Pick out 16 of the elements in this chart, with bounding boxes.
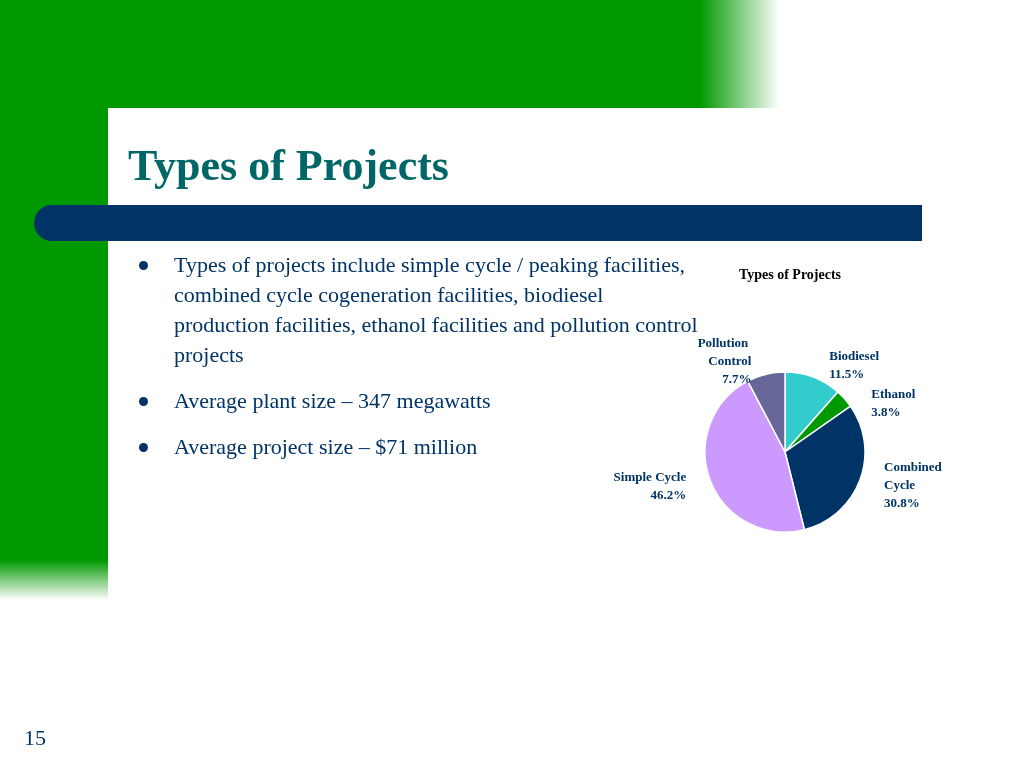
slice-label: Ethanol <box>871 385 916 401</box>
data-label: 11.5% <box>829 365 865 381</box>
data-label: 30.8% <box>884 495 920 511</box>
text: Average project size – $71 million <box>174 433 479 461</box>
text: Types of Projects <box>128 140 449 191</box>
slice-label: Simple Cycle <box>613 469 687 484</box>
slice-label: Pollution Control <box>697 335 752 369</box>
chart-title: Types of Projects <box>738 266 842 282</box>
slice-label: Biodiesel <box>829 347 880 363</box>
data-label: 3.8% <box>871 403 901 419</box>
text: Average plant size – 347 megawatts <box>174 387 492 415</box>
slice-label: Combined Cycle <box>884 459 946 493</box>
data-label: 46.2% <box>650 487 687 502</box>
data-label: 7.7% <box>722 371 752 387</box>
text: Types of projects include simple cycle / peaking facilities, combined cycle cogeneration facilities, biodiesel production facilities, ethanol facilities and pollution control projects <box>174 252 698 367</box>
text: 15 <box>24 725 46 751</box>
